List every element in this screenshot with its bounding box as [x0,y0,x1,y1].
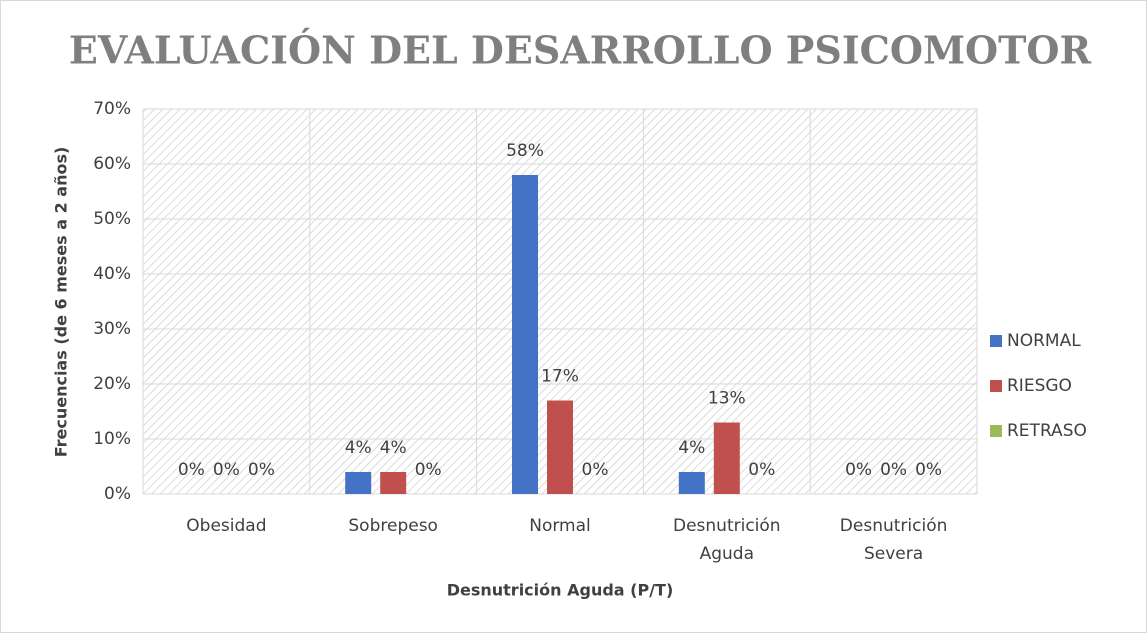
y-tick-label: 20% [93,374,131,394]
legend-label: RIESGO [1007,376,1072,396]
data-label: 17% [541,367,579,387]
y-axis-title: Frecuencias (de 6 meses a 2 años) [52,147,71,458]
data-label: 13% [708,389,746,409]
x-tick-label: Sobrepeso [348,516,438,536]
y-tick-label: 10% [93,429,131,449]
y-tick-label: 30% [93,319,131,339]
data-label: 0% [213,460,240,480]
y-tick-label: 40% [93,264,131,284]
y-tick-label: 0% [104,484,131,504]
data-label: 4% [380,438,407,458]
x-axis-title: Desnutrición Aguda (P/T) [447,581,674,600]
y-tick-label: 50% [93,209,131,229]
data-label: 0% [915,460,942,480]
data-label: 0% [582,460,609,480]
bar [512,175,538,494]
data-label: 58% [506,141,544,161]
bar [678,472,705,494]
data-label: 0% [415,460,442,480]
x-tick-label: Normal [529,516,591,536]
data-label: 0% [748,460,775,480]
legend-label: NORMAL [1007,331,1081,351]
data-label: 0% [845,460,872,480]
legend-swatch [990,335,1002,347]
chart-title: EVALUACIÓN DEL DESARROLLO PSICOMOTOR [69,28,1092,73]
bar [345,472,372,494]
legend-swatch [990,380,1002,392]
legend-label: RETRASO [1007,421,1087,441]
x-tick-label: Desnutrición Aguda [673,516,781,564]
data-label: 4% [345,438,372,458]
bar [380,472,407,494]
data-label: 0% [248,460,275,480]
y-tick-label: 70% [93,99,131,119]
data-label: 0% [178,460,205,480]
y-tick-label: 60% [93,154,131,174]
data-label: 0% [880,460,907,480]
bar [547,400,573,494]
legend-swatch [990,425,1002,437]
x-tick-label: Obesidad [186,516,267,536]
bar [713,422,740,494]
x-tick-label: Desnutrición Severa [839,516,948,564]
data-label: 4% [678,438,705,458]
